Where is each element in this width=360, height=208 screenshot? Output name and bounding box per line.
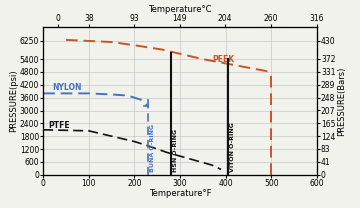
Text: PTFE: PTFE: [48, 121, 69, 130]
X-axis label: Temperature°F: Temperature°F: [149, 189, 211, 198]
Text: HSN O-RING: HSN O-RING: [173, 128, 178, 172]
Text: BUNA O-RING: BUNA O-RING: [150, 123, 155, 172]
X-axis label: Temperature°C: Temperature°C: [148, 5, 212, 15]
Text: VITON O-RING: VITON O-RING: [230, 122, 235, 172]
Y-axis label: PRESSURE(psi): PRESSURE(psi): [9, 69, 18, 132]
Text: NYLON: NYLON: [52, 83, 82, 92]
Y-axis label: PRESSURE(Bars): PRESSURE(Bars): [337, 66, 346, 136]
Text: PEEK: PEEK: [212, 55, 234, 64]
